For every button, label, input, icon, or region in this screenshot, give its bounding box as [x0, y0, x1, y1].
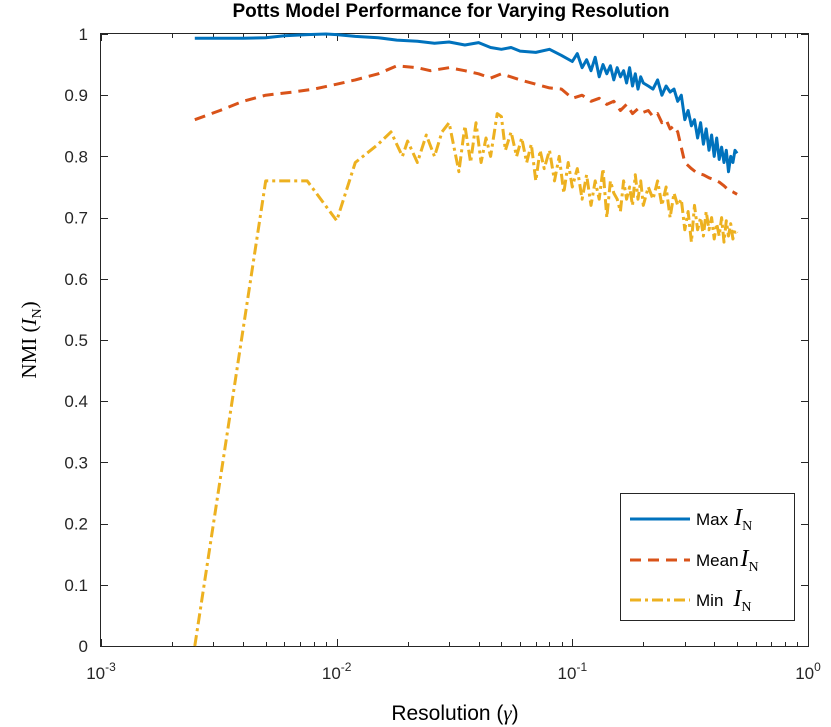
legend-subscript-max: N: [742, 519, 752, 534]
x-tick-label: 100: [795, 660, 821, 683]
y-axis-label-symbol: I: [17, 318, 41, 327]
y-tick-label: 0.5: [64, 331, 88, 350]
legend-symbol-min: I: [732, 586, 742, 612]
y-tick-label: 1: [79, 25, 88, 44]
legend-subscript-mean: N: [749, 560, 759, 575]
y-tick-label: 0.8: [64, 147, 88, 166]
legend-symbol-mean: I: [740, 546, 750, 572]
legend-text-mean: Mean: [696, 551, 739, 570]
legend-label-max: Max IN: [696, 505, 752, 534]
x-axis-label-symbol: γ: [503, 701, 512, 725]
y-axis-label-prefix: NMI (: [17, 326, 41, 379]
legend-box: [620, 493, 795, 621]
legend-text-min: Min: [696, 591, 723, 610]
x-tick-label: 10-2: [322, 660, 352, 683]
series-mean: [194, 64, 738, 196]
y-tick-label: 0.4: [64, 392, 88, 411]
y-tick-label: 0.6: [64, 270, 88, 289]
y-tick-label: 0.3: [64, 453, 88, 472]
y-tick-label: 0: [79, 637, 88, 656]
series-min: [193, 112, 739, 647]
y-tick-label: 0.1: [64, 576, 88, 595]
y-axis: 0 0.1 0.2 0.3 0.4 0.5 0.6 0.7 0.8 0.9 1: [64, 25, 808, 656]
legend-label-min: Min IN: [696, 586, 752, 615]
x-axis-label-suffix: ): [512, 702, 519, 725]
x-axis: 10-3 10-2 10-1 100: [86, 34, 821, 683]
series-max: [194, 32, 739, 174]
x-axis-label: Resolution (γ): [391, 701, 518, 725]
y-tick-label: 0.9: [64, 86, 88, 105]
chart-title: Potts Model Performance for Varying Reso…: [232, 1, 669, 22]
y-axis-label-suffix: ): [17, 301, 41, 308]
x-axis-label-prefix: Resolution (: [391, 702, 503, 725]
legend-text-max: Max: [696, 510, 729, 529]
x-tick-label: 10-1: [558, 660, 588, 683]
legend-label-mean: MeanIN: [696, 546, 759, 575]
y-tick-label: 0.7: [64, 209, 88, 228]
series-layer: [193, 32, 739, 647]
legend: Max IN MeanIN Min IN: [620, 493, 795, 621]
y-tick-label: 0.2: [64, 515, 88, 534]
legend-symbol-max: I: [733, 505, 743, 531]
x-tick-label: 10-3: [86, 660, 116, 683]
legend-subscript-min: N: [741, 600, 751, 615]
y-axis-label: NMI (IN): [17, 301, 45, 378]
y-axis-label-subscript: N: [30, 308, 45, 318]
